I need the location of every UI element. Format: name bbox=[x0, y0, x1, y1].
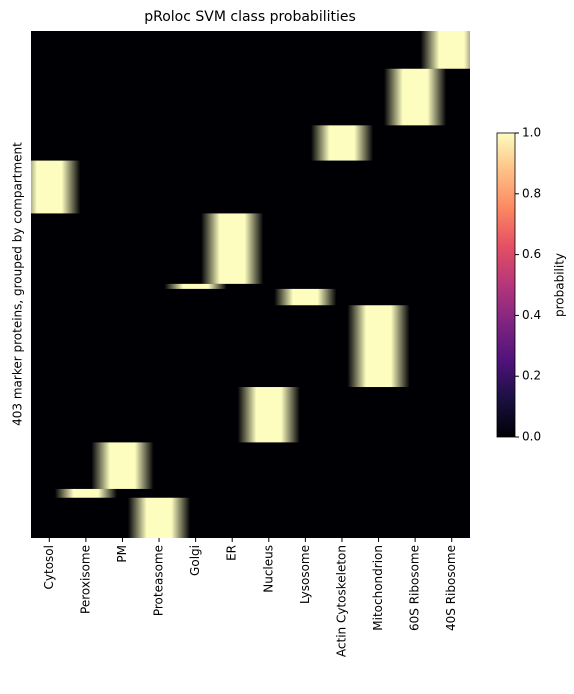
colorbar-tick-label: 0.8 bbox=[522, 186, 541, 200]
colorbar-tick-label: 0.0 bbox=[522, 430, 541, 444]
heatmap-block bbox=[54, 488, 117, 498]
heatmap-block bbox=[384, 68, 447, 126]
heatmap-block bbox=[201, 213, 264, 284]
colorbar-tick-label: 0.4 bbox=[522, 308, 541, 322]
heatmap-block bbox=[347, 305, 410, 388]
x-tick-label: 40S Ribosome bbox=[444, 545, 458, 631]
colorbar-label: probability bbox=[553, 253, 567, 317]
colorbar-tick-label: 0.2 bbox=[522, 369, 541, 383]
heatmap-block bbox=[420, 31, 470, 69]
colorbar-tick-label: 1.0 bbox=[522, 126, 541, 140]
chart-title: pRoloc SVM class probabilities bbox=[144, 9, 356, 25]
heatmap-block bbox=[164, 283, 227, 289]
x-tick-label: Mitochondrion bbox=[371, 545, 385, 631]
y-axis-label: 403 marker proteins, grouped by compartm… bbox=[11, 142, 25, 426]
x-tick-label: Lysosome bbox=[298, 545, 312, 604]
heatmap-block bbox=[310, 125, 374, 161]
heatmap-block bbox=[127, 497, 191, 538]
heatmap-block bbox=[91, 442, 154, 489]
x-tick-label: 60S Ribosome bbox=[408, 545, 422, 631]
x-tick-label: Peroxisome bbox=[78, 545, 92, 614]
x-tick-label: Nucleus bbox=[261, 545, 275, 593]
colorbar-tick-label: 0.6 bbox=[522, 247, 541, 261]
heatmap-block bbox=[31, 160, 81, 214]
heatmap-block bbox=[274, 288, 337, 306]
x-tick-label: Proteasome bbox=[152, 545, 166, 616]
x-tick-label: Actin Cytoskeleton bbox=[334, 545, 348, 657]
x-tick-label: ER bbox=[225, 545, 239, 561]
x-tick-label: Cytosol bbox=[42, 545, 56, 589]
colorbar bbox=[496, 132, 516, 438]
heatmap-block bbox=[237, 387, 300, 443]
x-tick-label: PM bbox=[115, 545, 129, 563]
x-tick-label: Golgi bbox=[188, 545, 202, 576]
cells bbox=[31, 31, 470, 538]
